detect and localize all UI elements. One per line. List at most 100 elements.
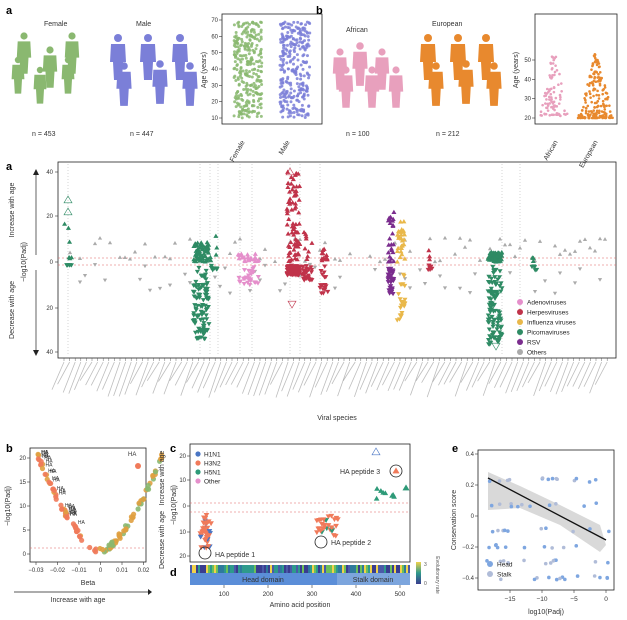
annot-peptide-1: HA peptide 1 xyxy=(215,552,255,559)
swarm-point-female xyxy=(250,75,254,79)
swarm-point-male xyxy=(297,85,301,89)
evo-cell xyxy=(362,565,364,573)
swarm-point-female xyxy=(255,43,259,47)
point-herpesvirus xyxy=(323,275,329,280)
swarm-point-african xyxy=(550,75,554,79)
peptide-point xyxy=(371,447,381,456)
swarm-point-african xyxy=(548,74,551,77)
point-other xyxy=(92,241,98,246)
european-label: European xyxy=(432,21,462,28)
species-label-placeholder xyxy=(57,361,70,385)
evo-cell xyxy=(322,565,324,573)
point-herpesvirus xyxy=(287,258,293,263)
swarm-point-male xyxy=(295,38,299,42)
person-body xyxy=(42,55,58,88)
panel-top-right: b African European n = 100 n = 212 Age (… xyxy=(316,5,618,169)
stalk-domain-label: Stalk domain xyxy=(353,577,394,584)
swarm-point-male xyxy=(280,32,284,36)
peptide-point xyxy=(203,512,210,518)
swarm-point-male xyxy=(301,67,305,71)
evo-cell xyxy=(324,565,326,573)
swarm-point-female xyxy=(242,112,246,116)
swarm-point-african xyxy=(554,55,558,59)
point-herpesvirus xyxy=(322,287,328,292)
conservation-point xyxy=(551,558,556,563)
swarm-point-african xyxy=(544,112,548,116)
swarm-point-female xyxy=(259,102,263,106)
swarm-point-male xyxy=(281,40,285,44)
point-other xyxy=(217,284,223,289)
xtick-label: −0.02 xyxy=(50,568,66,574)
swarm-point-female xyxy=(259,106,263,110)
point-picornavirus xyxy=(499,333,505,338)
swarm-point-european xyxy=(592,116,595,120)
point-adenovirus xyxy=(242,258,248,263)
evo-cell xyxy=(274,565,276,573)
point-other xyxy=(537,239,543,243)
swarm-point-female xyxy=(259,35,263,39)
conservation-point xyxy=(539,526,544,531)
swarm-point-male xyxy=(281,26,285,30)
point-influenza xyxy=(398,232,404,237)
point-picornavirus xyxy=(491,258,497,264)
point-picornavirus xyxy=(191,318,197,323)
evo-cell xyxy=(262,565,264,573)
person-head xyxy=(336,48,344,56)
point-picornavirus xyxy=(201,321,207,326)
conservation-point xyxy=(550,476,555,481)
point-picornavirus xyxy=(67,255,73,261)
point-other xyxy=(147,288,153,293)
peptide-point xyxy=(333,523,339,529)
swarm-point-female xyxy=(237,47,241,51)
conservation-point xyxy=(532,577,537,582)
swarm-point-european xyxy=(595,105,599,109)
swarm-point-european xyxy=(584,101,587,104)
swarm-point-female xyxy=(248,92,252,96)
point-picornavirus xyxy=(65,225,71,230)
swarm-point-european xyxy=(586,114,590,117)
legend-label: Picornaviruses xyxy=(527,330,570,337)
swarm-point-female xyxy=(259,20,263,24)
legend-label: Influenza viruses xyxy=(527,320,577,327)
annot-peptide-3: HA peptide 3 xyxy=(340,469,380,476)
swarm-point-male xyxy=(287,81,291,85)
person-head xyxy=(454,34,462,42)
evo-cell xyxy=(386,565,388,573)
swarm-point-female xyxy=(245,99,249,103)
swarm-point-female xyxy=(257,32,261,36)
legend-swatch xyxy=(517,339,523,345)
peptide-xticks: 100 200 300 400 500 xyxy=(219,585,406,598)
species-label-placeholder xyxy=(258,361,272,396)
peptide-point xyxy=(208,521,214,527)
swarm-point-female xyxy=(255,37,259,41)
peptide-point xyxy=(373,495,380,501)
swarm-point-male xyxy=(286,22,290,26)
point-other xyxy=(497,236,503,241)
species-label-placeholder xyxy=(376,361,390,391)
point-picornavirus xyxy=(213,252,219,257)
point-other xyxy=(577,267,583,271)
arrow-up-head xyxy=(33,169,39,175)
species-label-placeholder xyxy=(460,361,474,383)
point-other xyxy=(172,240,178,245)
species-label-placeholder xyxy=(113,361,126,396)
african-silhouettes xyxy=(332,42,404,108)
swarm-point-male xyxy=(285,61,289,65)
conservation-point xyxy=(594,501,599,505)
legend-swatch xyxy=(517,309,523,315)
species-label-placeholder xyxy=(466,361,479,391)
swarm-point-male xyxy=(305,20,309,24)
swarm-point-african xyxy=(552,107,555,111)
swarm-point-male xyxy=(280,65,284,69)
conservation-point xyxy=(509,501,513,506)
point-herpesvirus xyxy=(296,221,302,226)
peptide-point xyxy=(314,518,320,524)
swarm-point-female xyxy=(259,30,263,34)
species-label-placeholder xyxy=(488,361,502,385)
point-picornavirus xyxy=(200,247,206,252)
species-label-placeholder xyxy=(219,361,233,388)
ytick-label: 0 xyxy=(50,260,54,266)
swarm-point-male xyxy=(284,47,288,51)
swarm-point-african xyxy=(550,67,554,71)
ytick-label: 0 xyxy=(471,514,475,520)
